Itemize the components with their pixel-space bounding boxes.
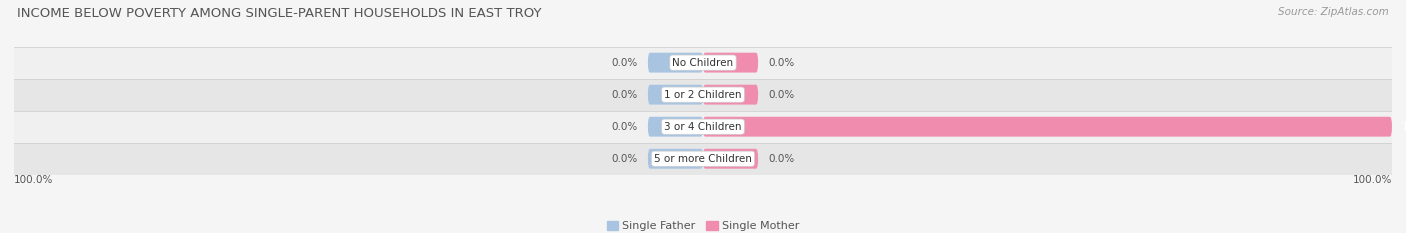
Text: 100.0%: 100.0%: [14, 175, 53, 185]
Text: 0.0%: 0.0%: [769, 154, 794, 164]
Text: 5 or more Children: 5 or more Children: [654, 154, 752, 164]
Text: 0.0%: 0.0%: [612, 122, 637, 132]
FancyBboxPatch shape: [703, 85, 758, 105]
Legend: Single Father, Single Mother: Single Father, Single Mother: [602, 216, 804, 233]
FancyBboxPatch shape: [703, 53, 758, 72]
FancyBboxPatch shape: [648, 85, 703, 105]
Text: No Children: No Children: [672, 58, 734, 68]
Text: 0.0%: 0.0%: [612, 90, 637, 100]
FancyBboxPatch shape: [703, 117, 1392, 137]
Bar: [14, 79, 1392, 111]
Bar: [14, 47, 1392, 79]
Text: 0.0%: 0.0%: [612, 58, 637, 68]
Bar: [14, 143, 1392, 175]
Text: Source: ZipAtlas.com: Source: ZipAtlas.com: [1278, 7, 1389, 17]
FancyBboxPatch shape: [648, 117, 703, 137]
Text: 3 or 4 Children: 3 or 4 Children: [664, 122, 742, 132]
Text: 0.0%: 0.0%: [769, 58, 794, 68]
Text: 100.0%: 100.0%: [1402, 122, 1406, 132]
Text: 100.0%: 100.0%: [1353, 175, 1392, 185]
Text: 0.0%: 0.0%: [769, 90, 794, 100]
FancyBboxPatch shape: [648, 53, 703, 72]
Text: 1 or 2 Children: 1 or 2 Children: [664, 90, 742, 100]
FancyBboxPatch shape: [648, 149, 703, 169]
Text: INCOME BELOW POVERTY AMONG SINGLE-PARENT HOUSEHOLDS IN EAST TROY: INCOME BELOW POVERTY AMONG SINGLE-PARENT…: [17, 7, 541, 20]
Text: 0.0%: 0.0%: [612, 154, 637, 164]
FancyBboxPatch shape: [703, 149, 758, 169]
Bar: [14, 111, 1392, 143]
